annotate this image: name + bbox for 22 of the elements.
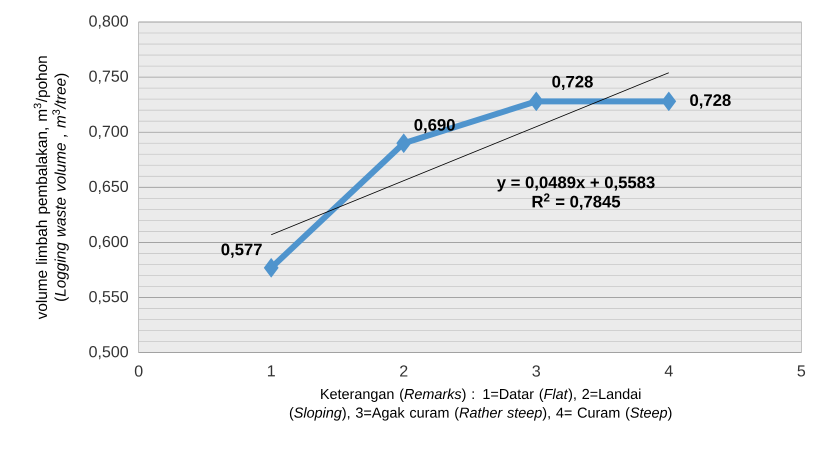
point: [264, 258, 279, 278]
x-tick-label: 3: [532, 365, 540, 377]
y-tick-label: 0,700: [89, 126, 128, 139]
data-label: 0,728: [552, 76, 593, 90]
x-tick-label: 1: [268, 365, 275, 376]
x-tick-label: 2: [400, 365, 408, 377]
y-tick-label: 0,550: [89, 290, 128, 304]
annotation: y = 0,0489x + 0,5583: [496, 176, 655, 192]
y-tick-label: 0,650: [89, 180, 128, 194]
data-label: 0,728: [690, 94, 731, 108]
data-label: 0,690: [414, 118, 455, 134]
point: [396, 134, 412, 153]
annotation: R$^{2}$ = 0,7845: [532, 193, 620, 210]
x-tick-label: 4: [664, 365, 673, 376]
y-tick-label: 0,600: [89, 236, 128, 250]
y-tick-label: 0,800: [89, 15, 128, 29]
text: Keterangan (Remarks) : 1=Datar (Flat), 2=Landai (Sloping), 3=Agak curam (Rather steep), 4= Curam (Steep): [290, 388, 672, 421]
x-tick-label: 0: [134, 365, 143, 377]
y-tick-label: 0,500: [89, 346, 128, 360]
x-tick-label: 5: [798, 365, 806, 377]
data-label: 0,577: [221, 244, 262, 258]
y-tick-label: 0,750: [89, 70, 128, 84]
